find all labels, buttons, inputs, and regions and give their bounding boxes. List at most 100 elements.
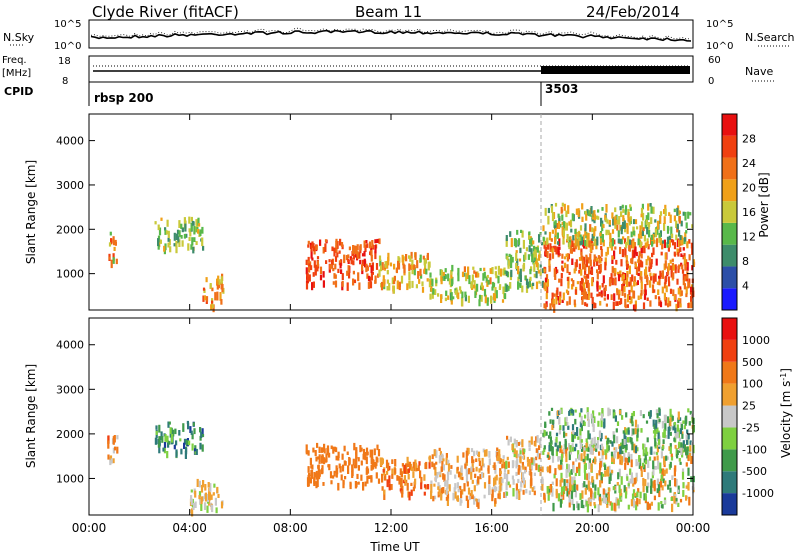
- data-cell: [542, 432, 545, 437]
- data-cell: [641, 221, 644, 230]
- data-cell: [621, 204, 624, 209]
- data-cell: [187, 243, 190, 251]
- data-cell: [670, 456, 674, 461]
- data-cell: [408, 461, 412, 470]
- data-cell: [621, 438, 624, 447]
- data-cell: [687, 303, 690, 309]
- data-cell: [636, 226, 639, 230]
- data-cell: [421, 286, 425, 293]
- data-cell: [624, 435, 627, 440]
- data-cell: [589, 245, 592, 252]
- data-cell: [616, 219, 619, 225]
- data-cell: [396, 280, 399, 290]
- data-cell: [195, 241, 198, 245]
- data-cell: [194, 501, 197, 508]
- data-cell: [653, 495, 656, 501]
- data-cell: [559, 223, 562, 228]
- y-tick-label: 3000: [56, 383, 84, 396]
- data-cell: [652, 481, 655, 489]
- data-cell: [530, 266, 533, 272]
- data-cell: [193, 428, 196, 435]
- data-cell: [691, 224, 694, 229]
- data-cell: [593, 254, 596, 262]
- data-cell: [627, 212, 630, 216]
- data-cell: [350, 257, 353, 265]
- data-cell: [194, 451, 197, 455]
- data-cell: [688, 453, 692, 461]
- data-cell: [468, 496, 471, 501]
- data-cell: [348, 458, 351, 465]
- data-cell: [385, 459, 389, 469]
- data-cell: [447, 273, 450, 282]
- data-cell: [475, 458, 478, 462]
- data-cell: [681, 269, 685, 274]
- data-cell: [603, 288, 606, 296]
- data-cell: [580, 500, 583, 508]
- data-cell: [529, 268, 532, 275]
- data-cell: [636, 447, 639, 452]
- data-cell: [182, 423, 185, 432]
- data-cell: [669, 408, 672, 418]
- data-cell: [305, 444, 308, 453]
- data-cell: [636, 424, 639, 429]
- data-cell: [621, 274, 624, 282]
- data-cell: [611, 457, 614, 463]
- data-cell: [202, 295, 205, 302]
- data-cell: [581, 290, 584, 295]
- data-cell: [108, 242, 112, 247]
- data-cell: [528, 245, 531, 252]
- data-cell: [548, 411, 551, 416]
- data-cell: [644, 242, 647, 248]
- data-cell: [533, 485, 536, 490]
- data-cell: [607, 445, 610, 451]
- data-cell: [588, 240, 591, 248]
- data-cell: [553, 304, 556, 313]
- data-cell: [568, 491, 571, 498]
- data-cell: [526, 456, 529, 463]
- data-cell: [327, 464, 330, 468]
- data-cell: [598, 431, 602, 439]
- data-cell: [559, 465, 562, 470]
- data-cell: [634, 501, 637, 508]
- data-cell: [353, 465, 356, 469]
- freq-label-line2: [MHz]: [2, 68, 31, 79]
- data-cell: [533, 472, 536, 476]
- data-cell: [488, 475, 491, 484]
- data-cell: [483, 482, 487, 489]
- data-cell: [679, 298, 682, 307]
- data-cell: [647, 203, 650, 211]
- data-cell: [670, 414, 673, 422]
- data-cell: [452, 492, 455, 501]
- data-cell: [662, 478, 665, 484]
- data-cell: [483, 494, 486, 499]
- data-cell: [332, 281, 335, 285]
- data-cell: [571, 476, 574, 485]
- data-cell: [536, 435, 539, 443]
- data-cell: [166, 451, 169, 459]
- data-cell: [368, 241, 372, 249]
- data-cell: [589, 446, 592, 455]
- data-cell: [679, 461, 682, 465]
- data-cell: [487, 467, 490, 472]
- data-cell: [607, 231, 610, 236]
- data-cell: [596, 271, 599, 280]
- data-cell: [585, 256, 588, 261]
- data-cell: [587, 430, 590, 440]
- data-cell: [618, 216, 621, 225]
- data-cell: [336, 252, 339, 258]
- data-cell: [409, 255, 412, 260]
- data-cell: [456, 455, 459, 463]
- data-cell: [521, 439, 524, 448]
- data-cell: [357, 481, 360, 485]
- data-cell: [664, 480, 667, 487]
- data-cell: [163, 442, 167, 448]
- data-cell: [587, 480, 590, 490]
- colorbar-tick-label: 100: [742, 378, 763, 391]
- data-cell: [504, 293, 507, 300]
- data-cell: [672, 272, 675, 279]
- data-cell: [573, 480, 576, 486]
- data-cell: [218, 279, 221, 285]
- data-cell: [575, 208, 578, 215]
- data-cell: [640, 281, 643, 290]
